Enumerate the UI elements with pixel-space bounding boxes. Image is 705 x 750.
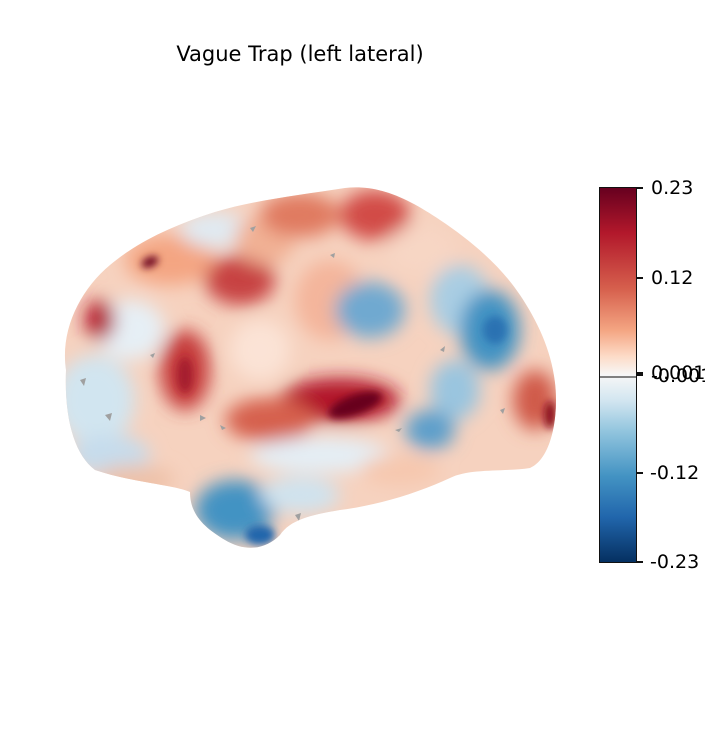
colorbar-label-upper: 0.12 xyxy=(651,267,694,289)
colorbar-label-lower: -0.12 xyxy=(650,462,700,484)
colorbar-label-thr-pos: 0.001 xyxy=(651,362,705,384)
brain-surface xyxy=(64,187,556,548)
colorbar-tick-lower xyxy=(637,472,643,474)
colorbar-label-thr-neg: -0.001 xyxy=(651,365,705,387)
colorbar-label-min: -0.23 xyxy=(650,551,700,573)
threshold-line xyxy=(600,376,636,378)
colorbar-tick-threshold xyxy=(637,372,643,376)
colorbar-tick-max xyxy=(637,187,643,189)
colorbar-tick-min xyxy=(637,561,643,563)
figure-title: Vague Trap (left lateral) xyxy=(176,42,424,66)
nan-markers xyxy=(80,226,505,521)
colorbar-label-max: 0.23 xyxy=(651,177,694,199)
colorbar xyxy=(599,187,637,563)
brain-surface-plot xyxy=(64,187,556,548)
colorbar-tick-upper xyxy=(637,277,643,279)
